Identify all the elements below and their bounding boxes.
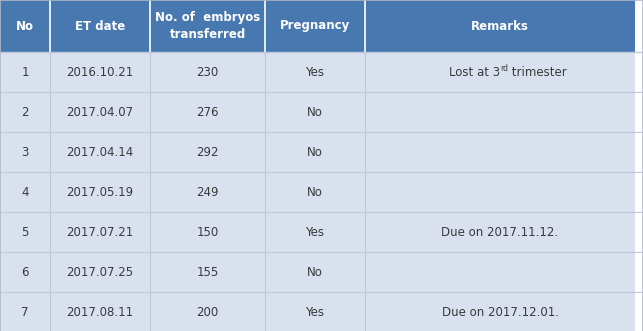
Text: Remarks: Remarks [471,20,529,32]
Bar [50,52,150,92]
Bar [0,52,50,92]
Text: 2017.08.11: 2017.08.11 [66,306,134,318]
Text: 4: 4 [21,185,29,199]
Text: 7: 7 [21,306,29,318]
Text: 2017.04.14: 2017.04.14 [66,146,134,159]
Text: Due on 2017.12.01.: Due on 2017.12.01. [442,306,559,318]
Bar [365,172,635,212]
Bar [0,252,50,292]
Bar [150,0,265,52]
Bar [150,92,265,132]
Text: Lost at 3: Lost at 3 [449,66,500,78]
Bar [365,132,635,172]
Text: No: No [16,20,34,32]
Text: Yes: Yes [305,306,325,318]
Bar [265,292,365,331]
Bar [0,132,50,172]
Bar [365,212,635,252]
Text: Yes: Yes [305,66,325,78]
Bar [150,52,265,92]
Text: 3: 3 [21,146,29,159]
Bar [150,172,265,212]
Text: 2: 2 [21,106,29,118]
Text: 292: 292 [196,146,219,159]
Bar [0,292,50,331]
Bar [50,172,150,212]
Text: 2017.07.21: 2017.07.21 [66,225,134,239]
Bar [265,52,365,92]
Bar [265,252,365,292]
Text: 2017.07.25: 2017.07.25 [66,265,134,278]
Bar [265,0,365,52]
Text: 150: 150 [196,225,219,239]
Text: 1: 1 [21,66,29,78]
Text: 5: 5 [21,225,29,239]
Text: 2017.04.07: 2017.04.07 [66,106,134,118]
Text: 155: 155 [196,265,219,278]
Bar [265,172,365,212]
Text: No: No [307,146,323,159]
Text: Yes: Yes [305,225,325,239]
Text: 276: 276 [196,106,219,118]
Bar [265,132,365,172]
Text: No: No [307,265,323,278]
Bar [265,92,365,132]
Bar [50,212,150,252]
Text: rd: rd [500,64,508,73]
Bar [50,0,150,52]
Text: 2016.10.21: 2016.10.21 [66,66,134,78]
Bar [365,0,635,52]
Text: 200: 200 [196,306,219,318]
Text: ET date: ET date [75,20,125,32]
Bar [0,172,50,212]
Bar [265,212,365,252]
Bar [50,252,150,292]
Bar [50,292,150,331]
Bar [150,212,265,252]
Text: 249: 249 [196,185,219,199]
Bar [365,292,635,331]
Bar [150,292,265,331]
Bar [365,92,635,132]
Bar [0,0,50,52]
Bar [50,132,150,172]
Bar [150,132,265,172]
Text: No. of  embryos
transferred: No. of embryos transferred [155,12,260,40]
Text: Pregnancy: Pregnancy [280,20,350,32]
Text: Due on 2017.11.12.: Due on 2017.11.12. [442,225,559,239]
Bar [50,92,150,132]
Bar [0,212,50,252]
Bar [365,252,635,292]
Text: No: No [307,185,323,199]
Bar [365,52,635,92]
Text: 230: 230 [196,66,219,78]
Text: 6: 6 [21,265,29,278]
Bar [150,252,265,292]
Text: 2017.05.19: 2017.05.19 [66,185,134,199]
Text: trimester: trimester [509,66,567,78]
Bar [0,92,50,132]
Text: No: No [307,106,323,118]
